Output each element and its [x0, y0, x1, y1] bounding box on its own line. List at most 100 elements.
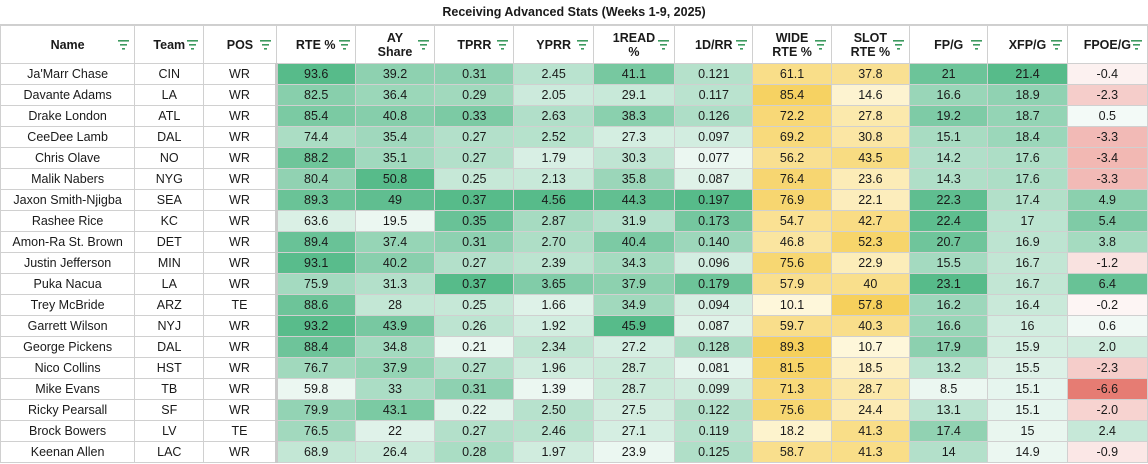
- cell-team[interactable]: ARZ: [134, 294, 205, 316]
- cell-tprr[interactable]: 0.27: [434, 252, 515, 274]
- cell-xfpg[interactable]: 17.6: [987, 147, 1068, 169]
- cell-wide[interactable]: 18.2: [752, 420, 832, 442]
- cell-name[interactable]: Keenan Allen: [0, 441, 136, 463]
- cell-tprr[interactable]: 0.31: [434, 231, 515, 253]
- cell-slot[interactable]: 18.5: [830, 357, 911, 379]
- cell-team[interactable]: LA: [134, 273, 205, 295]
- cell-xfpg[interactable]: 16.7: [987, 252, 1068, 274]
- cell-d1rr[interactable]: 0.097: [674, 126, 754, 148]
- cell-d1rr[interactable]: 0.094: [674, 294, 754, 316]
- cell-wide[interactable]: 89.3: [752, 336, 832, 358]
- cell-ay[interactable]: 28: [354, 294, 436, 316]
- cell-xfpg[interactable]: 15.5: [987, 357, 1068, 379]
- cell-rte[interactable]: 85.4: [274, 105, 356, 127]
- cell-tprr[interactable]: 0.21: [434, 336, 515, 358]
- cell-fpoe[interactable]: -3.4: [1066, 147, 1148, 169]
- cell-fpoe[interactable]: -2.3: [1066, 357, 1148, 379]
- cell-fpoe[interactable]: 4.9: [1066, 189, 1148, 211]
- cell-tprr[interactable]: 0.25: [434, 168, 515, 190]
- cell-team[interactable]: ATL: [134, 105, 205, 127]
- cell-wide[interactable]: 76.9: [752, 189, 832, 211]
- cell-yprr[interactable]: 1.79: [513, 147, 594, 169]
- cell-name[interactable]: CeeDee Lamb: [0, 126, 136, 148]
- cell-rte[interactable]: 89.4: [274, 231, 356, 253]
- cell-xfpg[interactable]: 14.9: [987, 441, 1068, 463]
- cell-fpoe[interactable]: -0.4: [1066, 63, 1148, 85]
- cell-xfpg[interactable]: 15.9: [987, 336, 1068, 358]
- cell-name[interactable]: Drake London: [0, 105, 136, 127]
- cell-ay[interactable]: 37.9: [354, 357, 436, 379]
- cell-fpoe[interactable]: -0.2: [1066, 294, 1148, 316]
- cell-d1rr[interactable]: 0.173: [674, 210, 754, 232]
- cell-wide[interactable]: 57.9: [752, 273, 832, 295]
- column-header-fpoe[interactable]: FPOE/G: [1066, 25, 1148, 64]
- cell-wide[interactable]: 58.7: [752, 441, 832, 463]
- cell-d1rr[interactable]: 0.140: [674, 231, 754, 253]
- cell-name[interactable]: Mike Evans: [0, 378, 136, 400]
- cell-tprr[interactable]: 0.26: [434, 315, 515, 337]
- cell-fpg[interactable]: 16.6: [909, 84, 989, 106]
- cell-pos[interactable]: WR: [203, 252, 277, 274]
- cell-read1[interactable]: 40.4: [592, 231, 676, 253]
- column-header-yprr[interactable]: YPRR: [513, 25, 594, 64]
- cell-tprr[interactable]: 0.31: [434, 378, 515, 400]
- cell-name[interactable]: Ja'Marr Chase: [0, 63, 136, 85]
- column-header-ay[interactable]: AY Share: [354, 25, 436, 64]
- cell-rte[interactable]: 93.1: [274, 252, 356, 274]
- cell-rte[interactable]: 80.4: [274, 168, 356, 190]
- cell-fpg[interactable]: 8.5: [909, 378, 989, 400]
- cell-tprr[interactable]: 0.27: [434, 420, 515, 442]
- filter-icon[interactable]: [259, 39, 271, 51]
- cell-xfpg[interactable]: 17.4: [987, 189, 1068, 211]
- cell-yprr[interactable]: 1.96: [513, 357, 594, 379]
- filter-icon[interactable]: [497, 39, 509, 51]
- cell-rte[interactable]: 88.4: [274, 336, 356, 358]
- cell-name[interactable]: Puka Nacua: [0, 273, 136, 295]
- cell-ay[interactable]: 34.8: [354, 336, 436, 358]
- cell-slot[interactable]: 14.6: [830, 84, 911, 106]
- cell-pos[interactable]: WR: [203, 105, 277, 127]
- cell-slot[interactable]: 24.4: [830, 399, 911, 421]
- cell-d1rr[interactable]: 0.119: [674, 420, 754, 442]
- column-header-xfpg[interactable]: XFP/G: [987, 25, 1068, 64]
- cell-fpg[interactable]: 16.6: [909, 315, 989, 337]
- cell-team[interactable]: CIN: [134, 63, 205, 85]
- cell-yprr[interactable]: 2.52: [513, 126, 594, 148]
- cell-fpoe[interactable]: -1.2: [1066, 252, 1148, 274]
- cell-fpoe[interactable]: 0.6: [1066, 315, 1148, 337]
- filter-icon[interactable]: [118, 39, 130, 51]
- cell-ay[interactable]: 19.5: [354, 210, 436, 232]
- cell-xfpg[interactable]: 17: [987, 210, 1068, 232]
- cell-xfpg[interactable]: 15.1: [987, 399, 1068, 421]
- cell-read1[interactable]: 27.2: [592, 336, 676, 358]
- cell-team[interactable]: DET: [134, 231, 205, 253]
- cell-ay[interactable]: 50.8: [354, 168, 436, 190]
- cell-slot[interactable]: 41.3: [830, 441, 911, 463]
- cell-fpg[interactable]: 23.1: [909, 273, 989, 295]
- cell-ay[interactable]: 40.8: [354, 105, 436, 127]
- cell-rte[interactable]: 79.9: [274, 399, 356, 421]
- cell-wide[interactable]: 10.1: [752, 294, 832, 316]
- cell-fpoe[interactable]: -6.6: [1066, 378, 1148, 400]
- cell-d1rr[interactable]: 0.121: [674, 63, 754, 85]
- cell-fpoe[interactable]: -3.3: [1066, 168, 1148, 190]
- cell-fpoe[interactable]: 2.4: [1066, 420, 1148, 442]
- cell-rte[interactable]: 93.2: [274, 315, 356, 337]
- cell-fpg[interactable]: 22.4: [909, 210, 989, 232]
- cell-fpg[interactable]: 15.1: [909, 126, 989, 148]
- cell-yprr[interactable]: 2.87: [513, 210, 594, 232]
- cell-pos[interactable]: WR: [203, 378, 277, 400]
- cell-slot[interactable]: 52.3: [830, 231, 911, 253]
- cell-tprr[interactable]: 0.35: [434, 210, 515, 232]
- cell-fpg[interactable]: 13.2: [909, 357, 989, 379]
- cell-rte[interactable]: 63.6: [274, 210, 356, 232]
- cell-fpoe[interactable]: -2.3: [1066, 84, 1148, 106]
- cell-d1rr[interactable]: 0.125: [674, 441, 754, 463]
- cell-yprr[interactable]: 3.65: [513, 273, 594, 295]
- cell-wide[interactable]: 75.6: [752, 252, 832, 274]
- cell-read1[interactable]: 30.3: [592, 147, 676, 169]
- cell-d1rr[interactable]: 0.096: [674, 252, 754, 274]
- cell-pos[interactable]: TE: [203, 294, 277, 316]
- cell-slot[interactable]: 30.8: [830, 126, 911, 148]
- cell-wide[interactable]: 56.2: [752, 147, 832, 169]
